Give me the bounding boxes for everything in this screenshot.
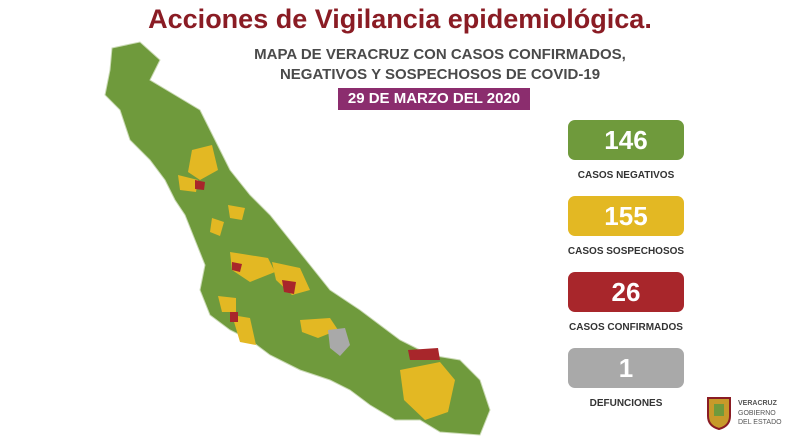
- date: 29 DE MARZO DEL 2020: [338, 88, 530, 110]
- stat-value: 155: [568, 196, 684, 236]
- title: Acciones de Vigilancia epidemiológica.: [148, 4, 652, 34]
- stat-value: 1: [568, 348, 684, 388]
- logo-text: VERACRUZ: [738, 400, 777, 407]
- stat-value: 146: [568, 120, 684, 160]
- state-shape: [104, 41, 491, 436]
- logo-emblem: [707, 397, 731, 430]
- confirmed-areas: [195, 180, 440, 360]
- stat-label: CASOS NEGATIVOS: [577, 170, 675, 181]
- subtitle: NEGATIVOS Y SOSPECHOSOS DE COVID-19: [279, 66, 601, 83]
- death-area: [328, 328, 350, 356]
- map: [104, 41, 491, 436]
- stat-value: 26: [568, 272, 684, 312]
- suspect-areas: [178, 145, 455, 420]
- logo-text: GOBIERNO: [738, 410, 776, 417]
- subtitle: MAPA DE VERACRUZ CON CASOS CONFIRMADOS,: [254, 46, 626, 63]
- stat-label: CASOS CONFIRMADOS: [569, 322, 683, 333]
- stat-label: CASOS SOSPECHOSOS: [567, 246, 685, 257]
- stat-label: DEFUNCIONES: [589, 398, 663, 409]
- logo-text: DEL ESTADO: [738, 419, 782, 426]
